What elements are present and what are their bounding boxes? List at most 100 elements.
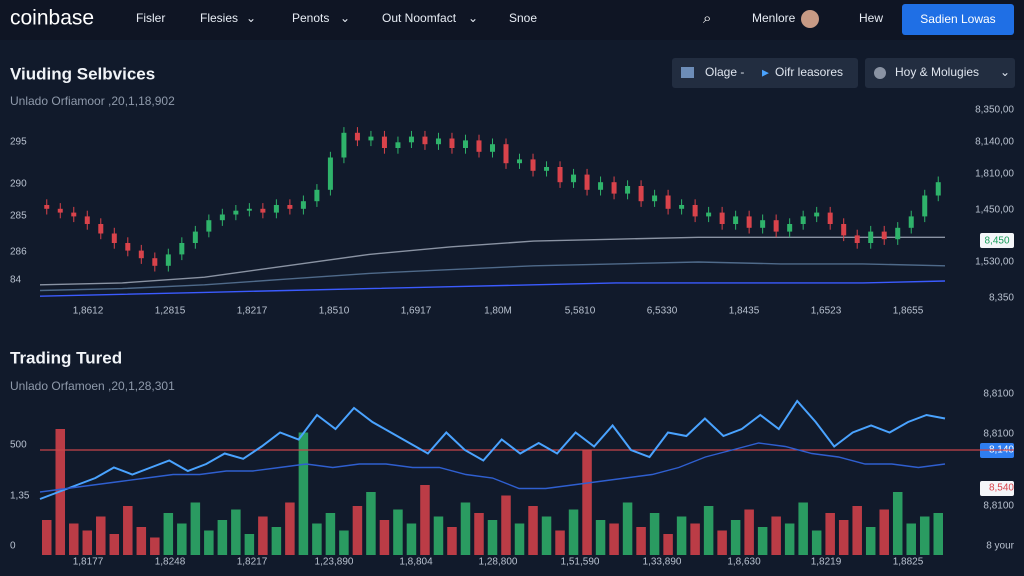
volume-bar (163, 513, 174, 555)
candle-body (544, 167, 550, 171)
candle-body (219, 214, 225, 221)
candle-body (868, 231, 874, 243)
volume-bar (879, 509, 889, 555)
volume-bar (636, 527, 646, 555)
candle-body (611, 182, 617, 194)
candle-body (625, 186, 631, 194)
candle-body (449, 138, 455, 148)
x-axis-label: 1,8217 (237, 557, 268, 568)
volume-bar (798, 502, 808, 555)
nav-link[interactable]: Hew (859, 11, 883, 25)
button-label[interactable]: Sadien Lowas (920, 12, 995, 26)
y-axis-label: 286 (10, 247, 27, 258)
candle-body (314, 189, 320, 202)
candle-body (719, 212, 725, 224)
candle-body (192, 231, 198, 243)
volume-bar (582, 450, 592, 555)
candle-body (381, 136, 387, 148)
volume-bar (379, 520, 390, 555)
nav-item[interactable]: Penots (292, 11, 329, 25)
candle-body (652, 195, 658, 202)
candle-body (260, 208, 266, 213)
volume-bar (150, 537, 160, 555)
price-badge (980, 233, 1014, 248)
candle-body (706, 212, 712, 217)
y-axis-label: 1,530,00 (975, 257, 1014, 268)
candle-body (341, 132, 347, 158)
chevron[interactable]: ⌄ (468, 11, 478, 25)
x-axis-label: 1,8177 (73, 557, 104, 568)
volume-bar (676, 516, 687, 555)
volume-bar (784, 523, 795, 555)
logo[interactable]: coinbase (10, 7, 94, 30)
volume-bar (595, 520, 606, 555)
volume-bar (96, 516, 106, 555)
y-axis-label: 8,540 (989, 483, 1014, 494)
candle-body (125, 243, 131, 251)
volume-bar (190, 502, 201, 555)
search-icon[interactable]: ⌕ (703, 10, 711, 27)
volume-bar (690, 523, 700, 555)
volume-bar (852, 506, 862, 555)
candle-body (84, 216, 90, 224)
candle-body (773, 220, 779, 232)
volume-bar (447, 527, 457, 555)
y-axis-label: 8 your (986, 541, 1014, 552)
control-label[interactable]: Hoy & Molugies (895, 65, 979, 79)
panel-subtitle: Unlado Orfiamoor ,20,1,18,902 (10, 94, 175, 108)
nav-item[interactable]: Fisler (136, 11, 165, 25)
volume-bar (82, 530, 93, 555)
candle-body (787, 224, 793, 232)
x-axis-label: 1,8825 (893, 557, 924, 568)
chevron[interactable]: ⌄ (340, 11, 350, 25)
x-axis-label: 1,33,890 (643, 557, 682, 568)
chevron: ⌄ (1000, 65, 1010, 79)
moving-average-line (39, 280, 946, 297)
x-axis-label: 1,28,800 (479, 557, 518, 568)
candle-body (935, 182, 941, 196)
candle-body (733, 216, 739, 224)
dropdown[interactable] (865, 58, 1015, 88)
avatar[interactable] (801, 10, 819, 28)
panel-subtitle: Unlado Orfamoen ,20,1,28,301 (10, 379, 175, 393)
candle-body (44, 205, 50, 209)
nav-item[interactable]: Out Noomfact (382, 11, 457, 25)
x-axis-label: 1,23,890 (315, 557, 354, 568)
y-axis-label: 84 (10, 275, 22, 286)
nav-item[interactable]: Flesies (200, 11, 238, 25)
volume-bar (906, 523, 916, 555)
volume-bar (109, 534, 120, 555)
primary-button[interactable] (902, 4, 1014, 35)
volume-bar (501, 495, 511, 555)
x-axis-label: 1,80M (484, 306, 512, 317)
y-axis-label: 295 (10, 137, 27, 148)
volume-bar (717, 530, 727, 555)
volume-bar (487, 520, 498, 555)
candle-body (922, 195, 928, 217)
candle-body (422, 136, 428, 145)
candle-body (841, 224, 847, 236)
navbar (0, 0, 1024, 40)
volume-bar (703, 506, 714, 555)
indicator-line (39, 399, 946, 500)
dropdown-icon (874, 67, 886, 79)
control-label[interactable]: Olage - (705, 65, 744, 79)
control-group[interactable] (672, 58, 858, 88)
candle-body (665, 195, 671, 209)
x-axis-label: 6,5330 (647, 306, 678, 317)
chevron[interactable]: ⌄ (246, 11, 256, 25)
volume-bar (406, 523, 417, 555)
candle-body (800, 216, 806, 224)
candle-body (895, 227, 901, 240)
user-name[interactable]: Menlore (752, 11, 796, 25)
candle-body (71, 212, 77, 217)
candle-body (827, 212, 833, 224)
candle-body (503, 144, 509, 164)
volume-bar (231, 509, 241, 555)
control-label[interactable]: Oifr leasores (775, 65, 843, 79)
volume-bar (204, 530, 214, 555)
nav-item[interactable]: Snoe (509, 11, 537, 25)
volume-bar (865, 527, 876, 555)
price-badge-label: 8,450 (984, 236, 1009, 247)
volume-bar (892, 492, 903, 555)
